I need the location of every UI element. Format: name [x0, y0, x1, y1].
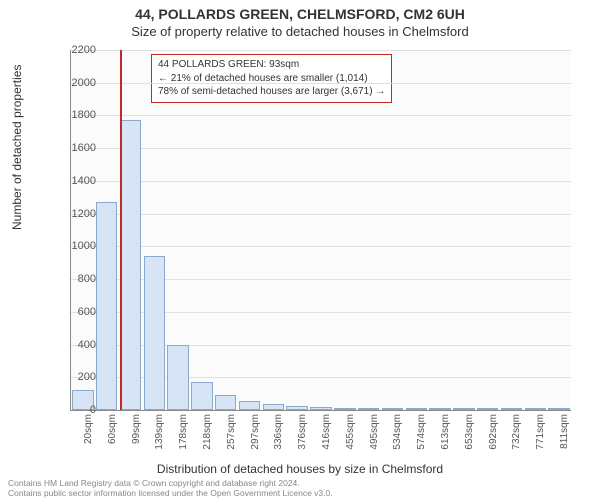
histogram-bar [167, 345, 188, 410]
y-tick-label: 600 [36, 306, 96, 318]
histogram-bar [382, 408, 403, 410]
histogram-bar [525, 408, 546, 410]
y-tick-label: 1600 [36, 142, 96, 154]
histogram-bar [477, 408, 498, 410]
histogram-bar [215, 395, 236, 410]
histogram-bar [96, 202, 117, 410]
histogram-bar [453, 408, 474, 410]
property-marker-line [120, 50, 122, 410]
chart-title-address: 44, POLLARDS GREEN, CHELMSFORD, CM2 6UH [0, 0, 600, 22]
y-tick-label: 1400 [36, 175, 96, 187]
attribution-footer: Contains HM Land Registry data © Crown c… [8, 478, 333, 498]
gridline [71, 246, 571, 247]
y-tick-label: 1200 [36, 208, 96, 220]
histogram-bar [334, 408, 355, 410]
histogram-bar [310, 407, 331, 410]
histogram-bar [120, 120, 141, 410]
y-tick-label: 2000 [36, 77, 96, 89]
histogram-bar [191, 382, 212, 410]
chart-container: 44, POLLARDS GREEN, CHELMSFORD, CM2 6UH … [0, 0, 600, 500]
footer-line2: Contains public sector information licen… [8, 488, 333, 498]
plot-area: 44 POLLARDS GREEN: 93sqm ← 21% of detach… [70, 50, 571, 411]
histogram-bar [548, 408, 569, 410]
y-tick-label: 1000 [36, 240, 96, 252]
y-tick-label: 1800 [36, 109, 96, 121]
gridline [71, 115, 571, 116]
chart-subtitle: Size of property relative to detached ho… [0, 22, 600, 43]
histogram-bar [406, 408, 427, 410]
histogram-bar [263, 404, 284, 410]
marker-info-box: 44 POLLARDS GREEN: 93sqm ← 21% of detach… [151, 54, 392, 103]
y-axis-label: Number of detached properties [10, 65, 24, 230]
y-tick-label: 0 [36, 404, 96, 416]
histogram-bar [144, 256, 165, 410]
y-tick-label: 200 [36, 371, 96, 383]
y-tick-label: 800 [36, 273, 96, 285]
histogram-bar [239, 401, 260, 410]
info-box-line1: 44 POLLARDS GREEN: 93sqm [158, 58, 385, 72]
y-tick-label: 2200 [36, 44, 96, 56]
gridline [71, 50, 571, 51]
info-box-line3: 78% of semi-detached houses are larger (… [158, 85, 385, 99]
histogram-bar [286, 406, 307, 410]
footer-line1: Contains HM Land Registry data © Crown c… [8, 478, 333, 488]
y-tick-label: 400 [36, 339, 96, 351]
gridline [71, 181, 571, 182]
histogram-bar [358, 408, 379, 410]
gridline [71, 148, 571, 149]
x-axis-label: Distribution of detached houses by size … [0, 462, 600, 476]
gridline [71, 83, 571, 84]
gridline [71, 214, 571, 215]
histogram-bar [501, 408, 522, 410]
histogram-bar [429, 408, 450, 410]
